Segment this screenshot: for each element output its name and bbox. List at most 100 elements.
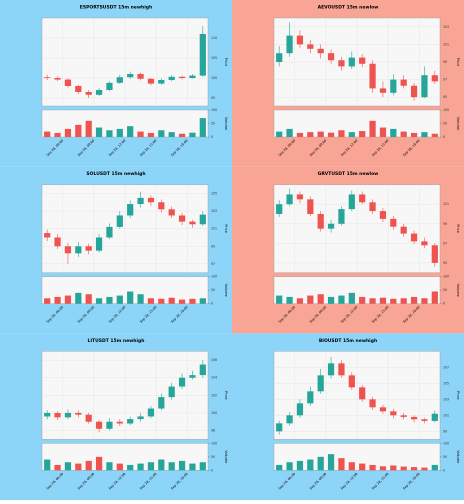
volume-bar bbox=[410, 132, 418, 137]
volume-bar bbox=[307, 459, 314, 471]
volume-bar bbox=[137, 131, 144, 137]
volume-bar bbox=[307, 132, 314, 137]
volume-tick-label: 50 bbox=[211, 455, 215, 459]
candle-body bbox=[317, 48, 324, 54]
candle-body bbox=[54, 237, 61, 247]
candle-body bbox=[147, 78, 155, 84]
candle-body bbox=[54, 412, 61, 418]
candle-body bbox=[199, 364, 206, 376]
candle-body bbox=[390, 218, 397, 227]
volume-bar bbox=[379, 127, 387, 137]
volume-bar bbox=[410, 296, 418, 304]
volume-bar bbox=[369, 464, 376, 471]
candle-body bbox=[158, 80, 165, 84]
y-tick-label: 110 bbox=[211, 36, 217, 40]
volume-bar bbox=[106, 296, 113, 304]
volume-tick-label: 100 bbox=[211, 441, 217, 445]
y-tick-label: 95 bbox=[211, 96, 215, 100]
y-tick-label: 99 bbox=[211, 244, 215, 248]
candle-body bbox=[359, 57, 366, 64]
candle-body bbox=[348, 375, 355, 388]
candle-body bbox=[421, 241, 428, 246]
volume-axis-label: Volume bbox=[224, 117, 228, 130]
volume-bar bbox=[359, 463, 366, 471]
candle-body bbox=[85, 246, 92, 251]
y-tick-label: 99 bbox=[443, 60, 447, 64]
volume-bar bbox=[158, 130, 165, 137]
volume-bar bbox=[127, 291, 134, 304]
candle-body bbox=[317, 214, 324, 229]
y-tick-label: 97 bbox=[443, 78, 447, 82]
volume-axis-label: Volume bbox=[224, 450, 228, 463]
candle-body bbox=[286, 415, 293, 424]
candle-body bbox=[327, 363, 335, 376]
y-tick-label: 105 bbox=[211, 56, 217, 60]
volume-bar bbox=[348, 132, 355, 137]
volume-tick-label: 100 bbox=[443, 275, 449, 279]
volume-bar bbox=[276, 464, 283, 471]
y-axis-label: Price bbox=[456, 224, 460, 233]
candle-body bbox=[137, 74, 144, 79]
volume-bar bbox=[296, 460, 304, 471]
candle-body bbox=[327, 53, 335, 61]
y-tick-label: 100 bbox=[211, 76, 217, 80]
volume-axis-label: Volume bbox=[456, 117, 460, 130]
y-tick-label: 104 bbox=[211, 376, 217, 380]
candle-body bbox=[359, 387, 366, 400]
candle-body bbox=[390, 411, 397, 416]
volume-bar bbox=[75, 292, 82, 304]
candle-body bbox=[158, 202, 165, 210]
y-tick-label: 97 bbox=[211, 262, 215, 266]
volume-bar bbox=[137, 463, 144, 471]
volume-bar bbox=[390, 128, 397, 137]
y-tick-label: 105 bbox=[443, 381, 449, 385]
volume-bar bbox=[199, 298, 206, 304]
candle-body bbox=[44, 77, 51, 78]
volume-bar bbox=[199, 462, 206, 471]
volume-tick-label: 0 bbox=[443, 135, 445, 139]
volume-bar bbox=[54, 132, 61, 137]
y-axis-label: Price bbox=[224, 58, 228, 67]
volume-area bbox=[273, 109, 441, 138]
volume-bar bbox=[286, 462, 293, 471]
volume-bar bbox=[379, 297, 387, 304]
y-axis-label: Price bbox=[456, 391, 460, 400]
volume-bar bbox=[158, 459, 165, 471]
candle-body bbox=[64, 246, 72, 254]
volume-bar bbox=[390, 298, 397, 304]
candle-body bbox=[106, 421, 113, 429]
y-tick-label: 95 bbox=[443, 95, 447, 99]
volume-bar bbox=[137, 294, 144, 304]
volume-bar bbox=[147, 462, 155, 471]
candle-body bbox=[359, 194, 366, 203]
candle-body bbox=[95, 90, 103, 95]
candle-body bbox=[168, 76, 175, 80]
candle-body bbox=[158, 397, 165, 409]
candle-body bbox=[75, 86, 82, 92]
candle-body bbox=[348, 57, 355, 67]
volume-bar bbox=[369, 120, 376, 137]
volume-tick-label: 50 bbox=[443, 455, 447, 459]
candle-body bbox=[410, 233, 418, 242]
candle-body bbox=[410, 416, 418, 420]
candle-body bbox=[137, 416, 144, 420]
candle-body bbox=[400, 79, 407, 86]
candle-body bbox=[296, 403, 304, 416]
candle-body bbox=[75, 412, 82, 415]
candle-body bbox=[296, 194, 304, 200]
volume-bar bbox=[64, 462, 72, 471]
candle-body bbox=[327, 223, 335, 229]
volume-bar bbox=[400, 131, 407, 137]
candle-body bbox=[307, 44, 314, 49]
candle-body bbox=[178, 76, 186, 78]
volume-bar bbox=[168, 132, 175, 137]
candle-body bbox=[106, 226, 113, 238]
volume-bar bbox=[421, 132, 428, 137]
volume-bar bbox=[317, 456, 324, 471]
volume-bar bbox=[54, 296, 61, 304]
candle-body bbox=[95, 421, 103, 429]
volume-bar bbox=[338, 458, 345, 471]
volume-bar bbox=[116, 295, 123, 304]
volume-bar bbox=[106, 462, 113, 471]
